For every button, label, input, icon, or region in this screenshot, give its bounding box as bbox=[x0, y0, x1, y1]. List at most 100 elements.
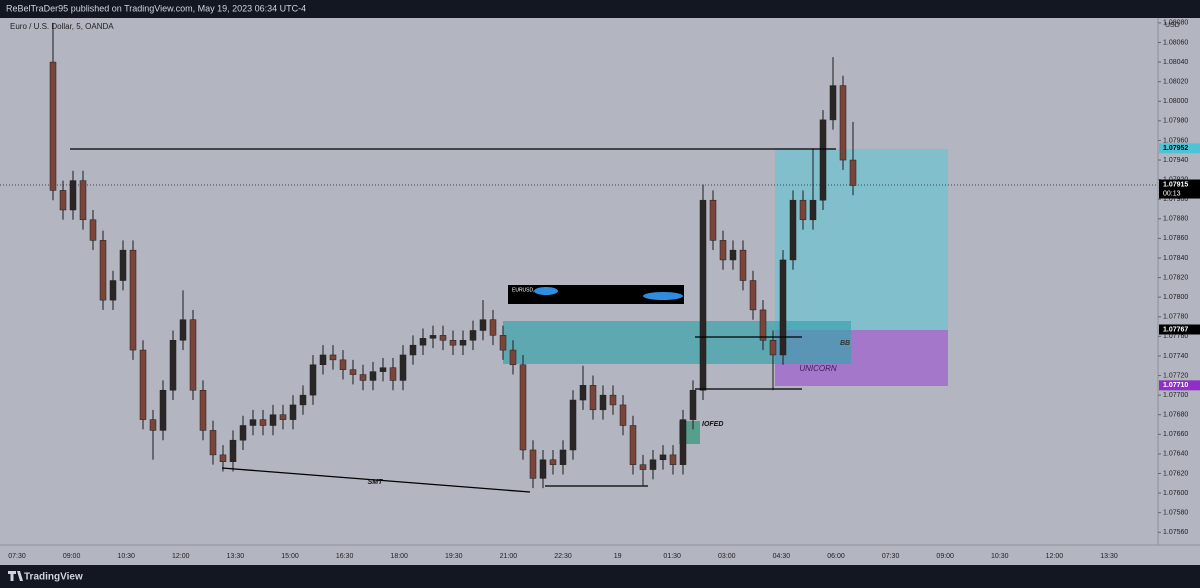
candle-body bbox=[449, 340, 457, 346]
y-tick-label: 1.07800 bbox=[1163, 294, 1188, 301]
candle-body bbox=[499, 335, 507, 351]
candle-body bbox=[159, 389, 167, 431]
y-tick-label: 1.08000 bbox=[1163, 98, 1188, 105]
candle-body bbox=[279, 414, 287, 420]
y-tick-label: 1.07640 bbox=[1163, 451, 1188, 458]
x-tick-label: 06:00 bbox=[827, 553, 845, 560]
y-tick-label: 1.07720 bbox=[1163, 372, 1188, 379]
candle-body bbox=[249, 419, 257, 426]
candle-body bbox=[519, 364, 527, 451]
x-tick-label: 10:30 bbox=[117, 553, 135, 560]
x-tick-label: 12:00 bbox=[1046, 553, 1064, 560]
candle-body bbox=[49, 61, 57, 191]
target-zone bbox=[775, 149, 948, 330]
candle-body bbox=[799, 199, 807, 221]
candle-body bbox=[379, 367, 387, 372]
y-tick-label: 1.07680 bbox=[1163, 412, 1188, 419]
iofed-label: IOFED bbox=[702, 421, 723, 428]
price-label-box bbox=[1159, 143, 1200, 154]
candle-body bbox=[259, 419, 267, 426]
zones bbox=[503, 149, 948, 444]
y-tick-label: 1.07880 bbox=[1163, 216, 1188, 223]
footer-bar bbox=[0, 565, 1200, 588]
candle-body bbox=[439, 335, 447, 341]
symbol-title: Euro / U.S. Dollar, 5, OANDA bbox=[10, 22, 114, 31]
candle-body bbox=[479, 319, 487, 331]
candle-body bbox=[659, 454, 667, 461]
candle-body bbox=[839, 85, 847, 161]
y-tick-label: 1.07740 bbox=[1163, 353, 1188, 360]
x-tick-label: 07:30 bbox=[882, 553, 900, 560]
candle-body bbox=[309, 364, 317, 396]
bb-label: BB bbox=[840, 340, 850, 347]
drawings bbox=[70, 148, 836, 493]
candle-body bbox=[569, 399, 577, 451]
candle-body bbox=[149, 419, 157, 431]
candle-body bbox=[409, 344, 417, 356]
price-axis: 1.07560 1.07580 1.07600 1.07620 1.07640 1.076… bbox=[1158, 20, 1200, 536]
y-tick-label: 1.07820 bbox=[1163, 274, 1188, 281]
price-label-box bbox=[1159, 324, 1200, 335]
candle-body bbox=[849, 159, 857, 186]
candle-body bbox=[299, 394, 307, 406]
candle-body bbox=[419, 338, 427, 346]
logo bbox=[8, 571, 23, 581]
candle-body bbox=[369, 371, 377, 381]
time-axis: 07:30 09:00 10:30 12:00 13:30 15:00 16:30 18:00… bbox=[8, 553, 1118, 560]
y-tick-label: 1.07660 bbox=[1163, 431, 1188, 438]
candle-body bbox=[199, 389, 207, 431]
x-tick-label: 15:00 bbox=[281, 553, 299, 560]
candle-body bbox=[549, 459, 557, 465]
candle-body bbox=[669, 454, 677, 465]
candle-body bbox=[89, 219, 97, 241]
candle-body bbox=[269, 414, 277, 426]
candle-body bbox=[559, 449, 567, 465]
candle-body bbox=[739, 249, 747, 281]
y-tick-label: 1.07760 bbox=[1163, 333, 1188, 340]
blur-mark bbox=[534, 287, 558, 295]
candle-body bbox=[829, 85, 837, 121]
candle-body bbox=[599, 394, 607, 411]
candle-body bbox=[779, 259, 787, 356]
candle-body bbox=[399, 354, 407, 381]
x-tick-label: 03:00 bbox=[718, 553, 736, 560]
x-tick-label: 10:30 bbox=[991, 553, 1009, 560]
candle-body bbox=[119, 249, 127, 281]
y-tick-label: 1.07620 bbox=[1163, 470, 1188, 477]
candle-body bbox=[749, 280, 757, 311]
candle-body bbox=[729, 249, 737, 261]
y-tick-label: 1.07700 bbox=[1163, 392, 1188, 399]
x-tick-label: 13:30 bbox=[227, 553, 245, 560]
candle-body bbox=[219, 454, 227, 462]
candle-body bbox=[99, 240, 107, 301]
y-tick-label: 1.07600 bbox=[1163, 490, 1188, 497]
y-tick-label: 1.07580 bbox=[1163, 510, 1188, 517]
y-tick-label: 1.07940 bbox=[1163, 157, 1188, 164]
y-tick-label: 1.08080 bbox=[1163, 20, 1188, 27]
candle-body bbox=[579, 385, 587, 401]
x-tick-label: 19 bbox=[614, 553, 622, 560]
price-label-box bbox=[1159, 380, 1200, 391]
candle-body bbox=[509, 349, 517, 366]
y-tick-label: 1.07900 bbox=[1163, 196, 1188, 203]
candle-body bbox=[639, 464, 647, 470]
candle-body bbox=[189, 319, 197, 391]
candle-body bbox=[289, 404, 297, 420]
candle-body bbox=[469, 330, 477, 341]
y-tick-label: 1.07560 bbox=[1163, 529, 1188, 536]
header-bar bbox=[0, 0, 1200, 18]
candle-body bbox=[649, 459, 657, 470]
candle-body bbox=[789, 199, 797, 261]
x-tick-label: 21:00 bbox=[500, 553, 518, 560]
x-tick-label: 09:00 bbox=[63, 553, 81, 560]
x-tick-label: 19:30 bbox=[445, 553, 463, 560]
y-tick-label: 1.08060 bbox=[1163, 39, 1188, 46]
smt-line bbox=[221, 467, 531, 493]
candle-body bbox=[689, 389, 697, 420]
candle-body bbox=[209, 430, 217, 456]
candle-body bbox=[69, 180, 77, 211]
candle-body bbox=[699, 199, 707, 391]
candle-body bbox=[139, 349, 147, 420]
x-tick-label: 18:00 bbox=[390, 553, 408, 560]
